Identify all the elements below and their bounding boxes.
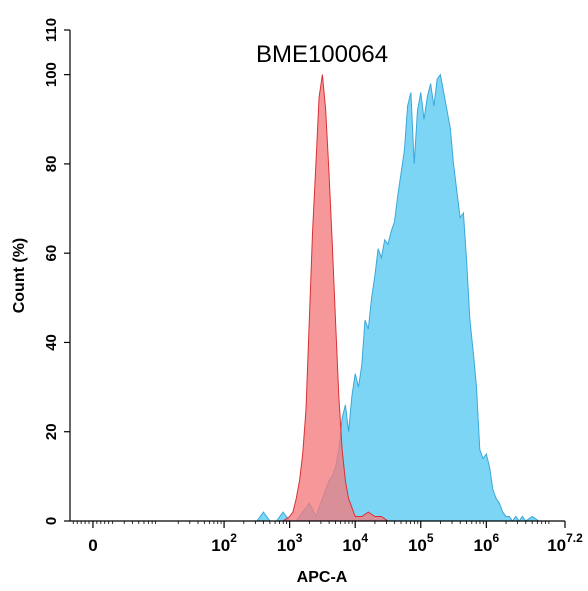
x-tick-label-2: 103 — [277, 531, 303, 555]
series-1-area — [281, 74, 402, 522]
y-tick-label-60: 60 — [43, 245, 60, 262]
y-tick-label-110: 110 — [43, 18, 60, 42]
y-tick-label-20: 20 — [43, 423, 60, 440]
axes: 0 20 40 60 80 100 110 0 102 103 104 105 106 107.2 — [43, 18, 583, 555]
plot-area — [255, 73, 541, 522]
y-tick-label-0: 0 — [43, 517, 60, 525]
x-tick-label-1: 102 — [211, 531, 237, 555]
x-tick-label-0: 0 — [88, 536, 97, 555]
y-axis-title: Count (%) — [11, 238, 28, 314]
x-axis-title: APC-A — [297, 569, 348, 586]
y-tick-label-80: 80 — [43, 156, 60, 173]
x-tick-label-6: 107.2 — [547, 531, 583, 555]
x-tick-label-5: 106 — [474, 531, 500, 555]
x-tick-label-3: 104 — [342, 531, 368, 555]
y-tick-label-40: 40 — [43, 334, 60, 351]
chart-title: BME100064 — [256, 41, 388, 68]
series-0-area — [255, 73, 541, 522]
y-tick-label-100: 100 — [43, 62, 60, 87]
x-tick-label-4: 105 — [408, 531, 434, 555]
